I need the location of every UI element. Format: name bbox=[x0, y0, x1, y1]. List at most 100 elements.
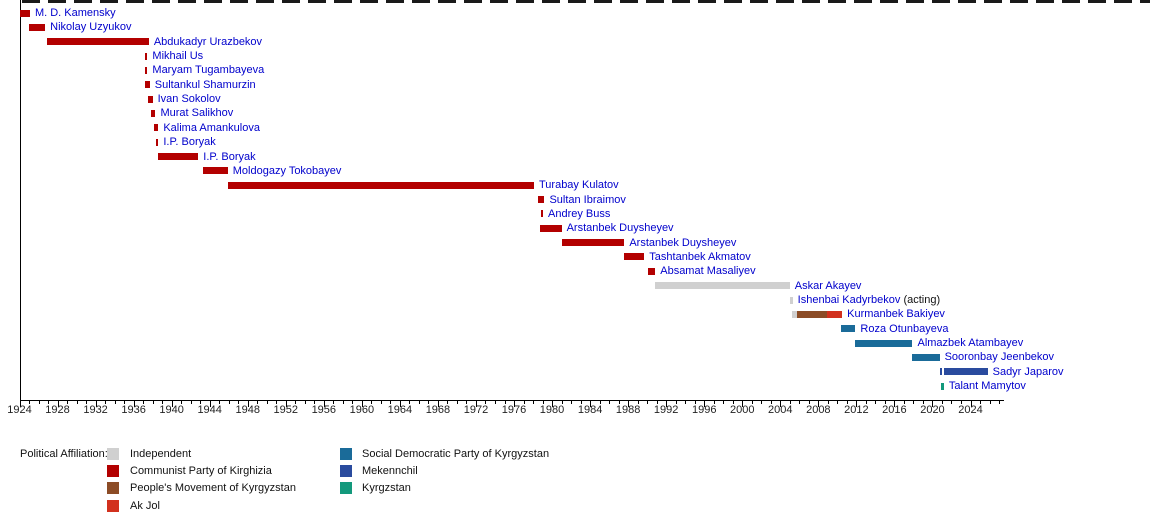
person-name-link[interactable]: Andrey Buss bbox=[548, 207, 611, 220]
person-name-link[interactable]: Moldogazy Tokobayev bbox=[232, 164, 342, 177]
timeline-bar bbox=[939, 368, 942, 376]
x-axis-minor-tick bbox=[48, 400, 50, 404]
x-axis-major-tick bbox=[247, 400, 249, 407]
person-name-link[interactable]: Kalima Amankulova bbox=[163, 121, 260, 134]
x-axis-minor-tick bbox=[656, 400, 658, 404]
x-axis-tick-label: 1924 bbox=[7, 404, 32, 416]
person-name-link[interactable]: Mikhail Us bbox=[152, 50, 204, 63]
x-axis-minor-tick bbox=[989, 400, 991, 404]
x-axis-minor-tick bbox=[980, 400, 981, 404]
person-name-link[interactable]: Sultankul Shamurzin bbox=[154, 78, 256, 91]
legend-swatch-independent bbox=[107, 448, 119, 460]
x-axis-minor-tick bbox=[789, 400, 791, 404]
person-label: Ivan Sokolov bbox=[158, 92, 221, 106]
timeline-bar bbox=[145, 66, 148, 74]
x-axis-minor-tick bbox=[190, 400, 192, 404]
x-axis-major-tick bbox=[742, 400, 744, 407]
x-axis-minor-tick bbox=[675, 400, 677, 404]
x-axis-minor-tick bbox=[295, 400, 297, 404]
person-name-link[interactable]: Arstanbek Duysheyev bbox=[566, 222, 674, 235]
person-name-link[interactable]: Murat Salikhov bbox=[160, 107, 234, 120]
x-axis-major-tick bbox=[818, 400, 820, 407]
person-name-link[interactable]: Tashtanbek Akmatov bbox=[649, 250, 751, 263]
x-axis-major-tick bbox=[361, 400, 363, 407]
x-axis-tick-label: 1944 bbox=[197, 404, 222, 416]
x-axis-minor-tick bbox=[495, 400, 496, 404]
x-axis-tick-label: 1940 bbox=[159, 404, 184, 416]
legend-swatch-kyrgzstan bbox=[340, 482, 352, 495]
person-label: Almazbek Atambayev bbox=[917, 336, 1023, 350]
x-axis-minor-tick bbox=[913, 400, 915, 404]
person-name-link[interactable]: Ivan Sokolov bbox=[157, 93, 221, 106]
person-label: Maryam Tugambayeva bbox=[152, 63, 264, 77]
person-label: Abdukadyr Urazbekov bbox=[154, 35, 262, 49]
x-axis-minor-tick bbox=[761, 400, 763, 404]
person-name-link[interactable]: Arstanbek Duysheyev bbox=[629, 236, 737, 249]
person-name-link[interactable]: Abdukadyr Urazbekov bbox=[153, 35, 263, 48]
x-axis-major-tick bbox=[666, 400, 668, 407]
timeline-bar bbox=[227, 181, 534, 189]
x-axis-minor-tick bbox=[76, 400, 78, 404]
person-name-link[interactable]: Sadyr Japarov bbox=[992, 365, 1064, 378]
person-label: Sultankul Shamurzin bbox=[155, 78, 256, 92]
x-axis-minor-tick bbox=[304, 400, 306, 404]
person-name-link[interactable]: Roza Otunbayeva bbox=[860, 322, 949, 335]
x-axis-minor-tick bbox=[571, 400, 573, 404]
x-axis-minor-tick bbox=[152, 400, 154, 404]
x-axis-minor-tick bbox=[561, 400, 563, 404]
person-name-link[interactable]: Sooronbay Jeenbekov bbox=[944, 351, 1055, 364]
x-axis-minor-tick bbox=[105, 400, 107, 404]
person-name-link[interactable]: Nikolay Uzyukov bbox=[50, 21, 132, 34]
person-name-link[interactable]: Ishenbai Kadyrbekov bbox=[797, 294, 901, 306]
timeline-bar bbox=[541, 210, 544, 218]
person-name-link[interactable]: I.P. Boryak bbox=[163, 136, 216, 149]
x-axis-minor-tick bbox=[418, 400, 420, 404]
person-name-link[interactable]: M. D. Kamensky bbox=[34, 7, 116, 19]
x-axis-major-tick bbox=[285, 400, 287, 407]
timeline-bar bbox=[797, 310, 827, 318]
x-axis-major-tick bbox=[704, 400, 706, 407]
person-name-link[interactable]: Talant Mamytov bbox=[948, 380, 1026, 393]
x-axis-minor-tick bbox=[875, 400, 877, 404]
person-name-link[interactable]: Sultan Ibraimov bbox=[549, 193, 626, 206]
x-axis-minor-tick bbox=[846, 400, 848, 404]
x-axis-tick-label: 1976 bbox=[501, 404, 527, 416]
x-axis-tick-label: 2004 bbox=[768, 404, 793, 416]
x-axis-major-tick bbox=[780, 400, 782, 407]
x-axis-tick-label: 1980 bbox=[539, 404, 565, 416]
legend-label-independent: Independent bbox=[130, 448, 192, 460]
x-axis-minor-tick bbox=[219, 400, 221, 404]
x-axis-major-tick bbox=[475, 400, 477, 407]
legend-swatch-sdpk bbox=[340, 448, 352, 460]
person-name-link[interactable]: Absamat Masaliyev bbox=[660, 265, 756, 278]
x-axis-minor-tick bbox=[181, 400, 183, 404]
x-axis-minor-tick bbox=[827, 400, 829, 404]
x-axis-major-tick bbox=[19, 400, 21, 407]
timeline-bar bbox=[150, 109, 156, 117]
person-name-link[interactable]: Almazbek Atambayev bbox=[917, 337, 1024, 350]
timeline-bar bbox=[153, 124, 159, 132]
x-axis-major-tick bbox=[894, 400, 896, 407]
x-axis-minor-tick bbox=[238, 400, 240, 404]
x-axis-major-tick bbox=[970, 400, 972, 407]
x-axis-minor-tick bbox=[713, 400, 715, 404]
x-axis-minor-tick bbox=[618, 400, 620, 404]
x-axis-minor-tick bbox=[200, 400, 202, 404]
person-name-link[interactable]: Kurmanbek Bakiyev bbox=[847, 308, 945, 321]
person-name-link[interactable]: I.P. Boryak bbox=[203, 150, 256, 163]
timeline-bar bbox=[29, 23, 46, 31]
x-axis-line bbox=[19, 400, 1004, 401]
x-axis-minor-tick bbox=[542, 400, 544, 404]
timeline-bar bbox=[561, 239, 625, 247]
person-label: Andrey Buss bbox=[548, 207, 610, 221]
x-axis-tick-label: 1960 bbox=[349, 404, 375, 416]
x-axis-minor-tick bbox=[162, 400, 164, 404]
person-name-link[interactable]: Maryam Tugambayeva bbox=[152, 64, 265, 77]
person-label: Nikolay Uzyukov bbox=[50, 20, 131, 34]
person-name-link[interactable]: Askar Akayev bbox=[794, 279, 862, 292]
timeline-bar bbox=[155, 138, 159, 146]
person-name-link[interactable]: Turabay Kulatov bbox=[538, 179, 619, 192]
person-label: Arstanbek Duysheyev bbox=[629, 236, 736, 250]
timeline-bar bbox=[841, 325, 856, 333]
timeline-bar bbox=[941, 382, 944, 390]
